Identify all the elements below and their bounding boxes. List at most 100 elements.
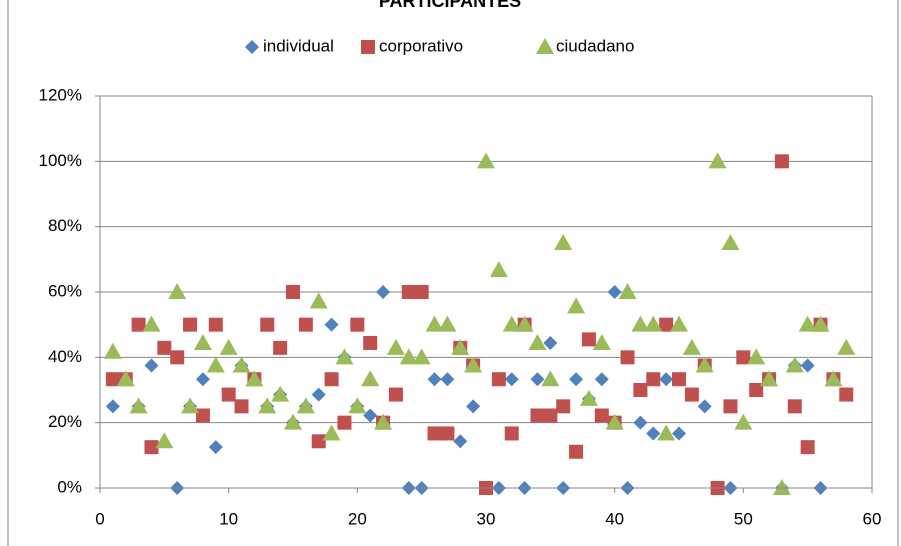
point xyxy=(477,152,495,169)
point xyxy=(491,372,506,387)
point xyxy=(168,283,187,299)
point xyxy=(657,424,676,441)
point xyxy=(401,285,416,299)
point xyxy=(260,317,275,332)
y-tick-label: 0% xyxy=(57,477,82,496)
point xyxy=(594,372,609,387)
legend-label: individual xyxy=(263,36,334,55)
point xyxy=(232,356,251,373)
point xyxy=(785,356,804,373)
point xyxy=(620,350,635,365)
point xyxy=(464,356,483,373)
point xyxy=(425,315,444,332)
point xyxy=(774,154,789,169)
point xyxy=(286,285,300,299)
point xyxy=(103,342,122,359)
x-tick-label: 0 xyxy=(95,509,104,528)
point xyxy=(772,479,791,495)
point xyxy=(723,399,738,414)
point xyxy=(646,426,661,441)
point xyxy=(502,315,521,332)
legend-label: corporativo xyxy=(379,36,463,55)
point xyxy=(451,338,470,355)
point xyxy=(157,340,172,355)
point xyxy=(363,408,378,423)
point xyxy=(646,372,661,387)
point xyxy=(208,440,223,455)
point xyxy=(618,283,637,299)
point xyxy=(489,261,508,278)
point xyxy=(747,348,766,365)
x-tick-label: 60 xyxy=(863,509,882,528)
point xyxy=(412,348,431,365)
point xyxy=(592,333,611,350)
point xyxy=(414,285,429,299)
point xyxy=(170,350,185,365)
point xyxy=(335,348,354,365)
legend-marker xyxy=(536,38,554,54)
legend-marker xyxy=(361,40,375,54)
legend-marker xyxy=(245,40,259,54)
point xyxy=(556,399,571,414)
point xyxy=(144,440,159,455)
point xyxy=(337,415,352,430)
point xyxy=(837,338,856,355)
x-tick-label: 20 xyxy=(348,509,367,528)
point xyxy=(672,372,686,387)
point xyxy=(296,397,315,414)
y-tick-label: 120% xyxy=(39,85,82,104)
point xyxy=(528,333,547,350)
point xyxy=(543,335,558,350)
point xyxy=(824,370,843,387)
point xyxy=(659,372,674,387)
chart-title: PARTICIPANTES xyxy=(379,0,521,11)
point xyxy=(234,399,249,414)
point xyxy=(569,444,584,459)
point xyxy=(554,234,573,250)
point xyxy=(311,434,326,449)
point xyxy=(684,387,699,402)
point xyxy=(682,338,701,355)
point xyxy=(273,340,288,355)
point xyxy=(324,372,339,387)
point xyxy=(567,297,586,314)
point xyxy=(376,285,391,299)
point xyxy=(633,383,648,397)
point xyxy=(221,387,236,402)
point xyxy=(386,338,405,355)
point xyxy=(131,317,146,332)
point xyxy=(800,358,815,373)
point xyxy=(105,372,120,387)
point xyxy=(258,397,277,414)
point xyxy=(633,415,648,430)
point xyxy=(695,356,714,373)
point xyxy=(181,397,200,414)
point xyxy=(605,413,624,430)
point xyxy=(800,440,815,455)
point xyxy=(530,408,545,423)
point xyxy=(195,408,210,423)
point xyxy=(374,413,393,430)
point xyxy=(440,372,455,387)
x-tick-label: 40 xyxy=(605,509,624,528)
point xyxy=(839,387,854,402)
point xyxy=(504,372,519,387)
point xyxy=(388,387,403,402)
point xyxy=(311,387,326,402)
point xyxy=(659,317,674,332)
point xyxy=(736,350,751,365)
point xyxy=(440,426,455,441)
y-tick-label: 20% xyxy=(48,412,82,431)
point xyxy=(672,426,686,441)
point xyxy=(438,315,457,332)
point xyxy=(749,383,764,397)
point xyxy=(607,285,622,299)
point xyxy=(594,408,609,423)
point xyxy=(206,356,225,373)
point xyxy=(219,338,238,355)
point xyxy=(530,372,545,387)
point xyxy=(504,426,519,441)
point xyxy=(195,372,210,387)
